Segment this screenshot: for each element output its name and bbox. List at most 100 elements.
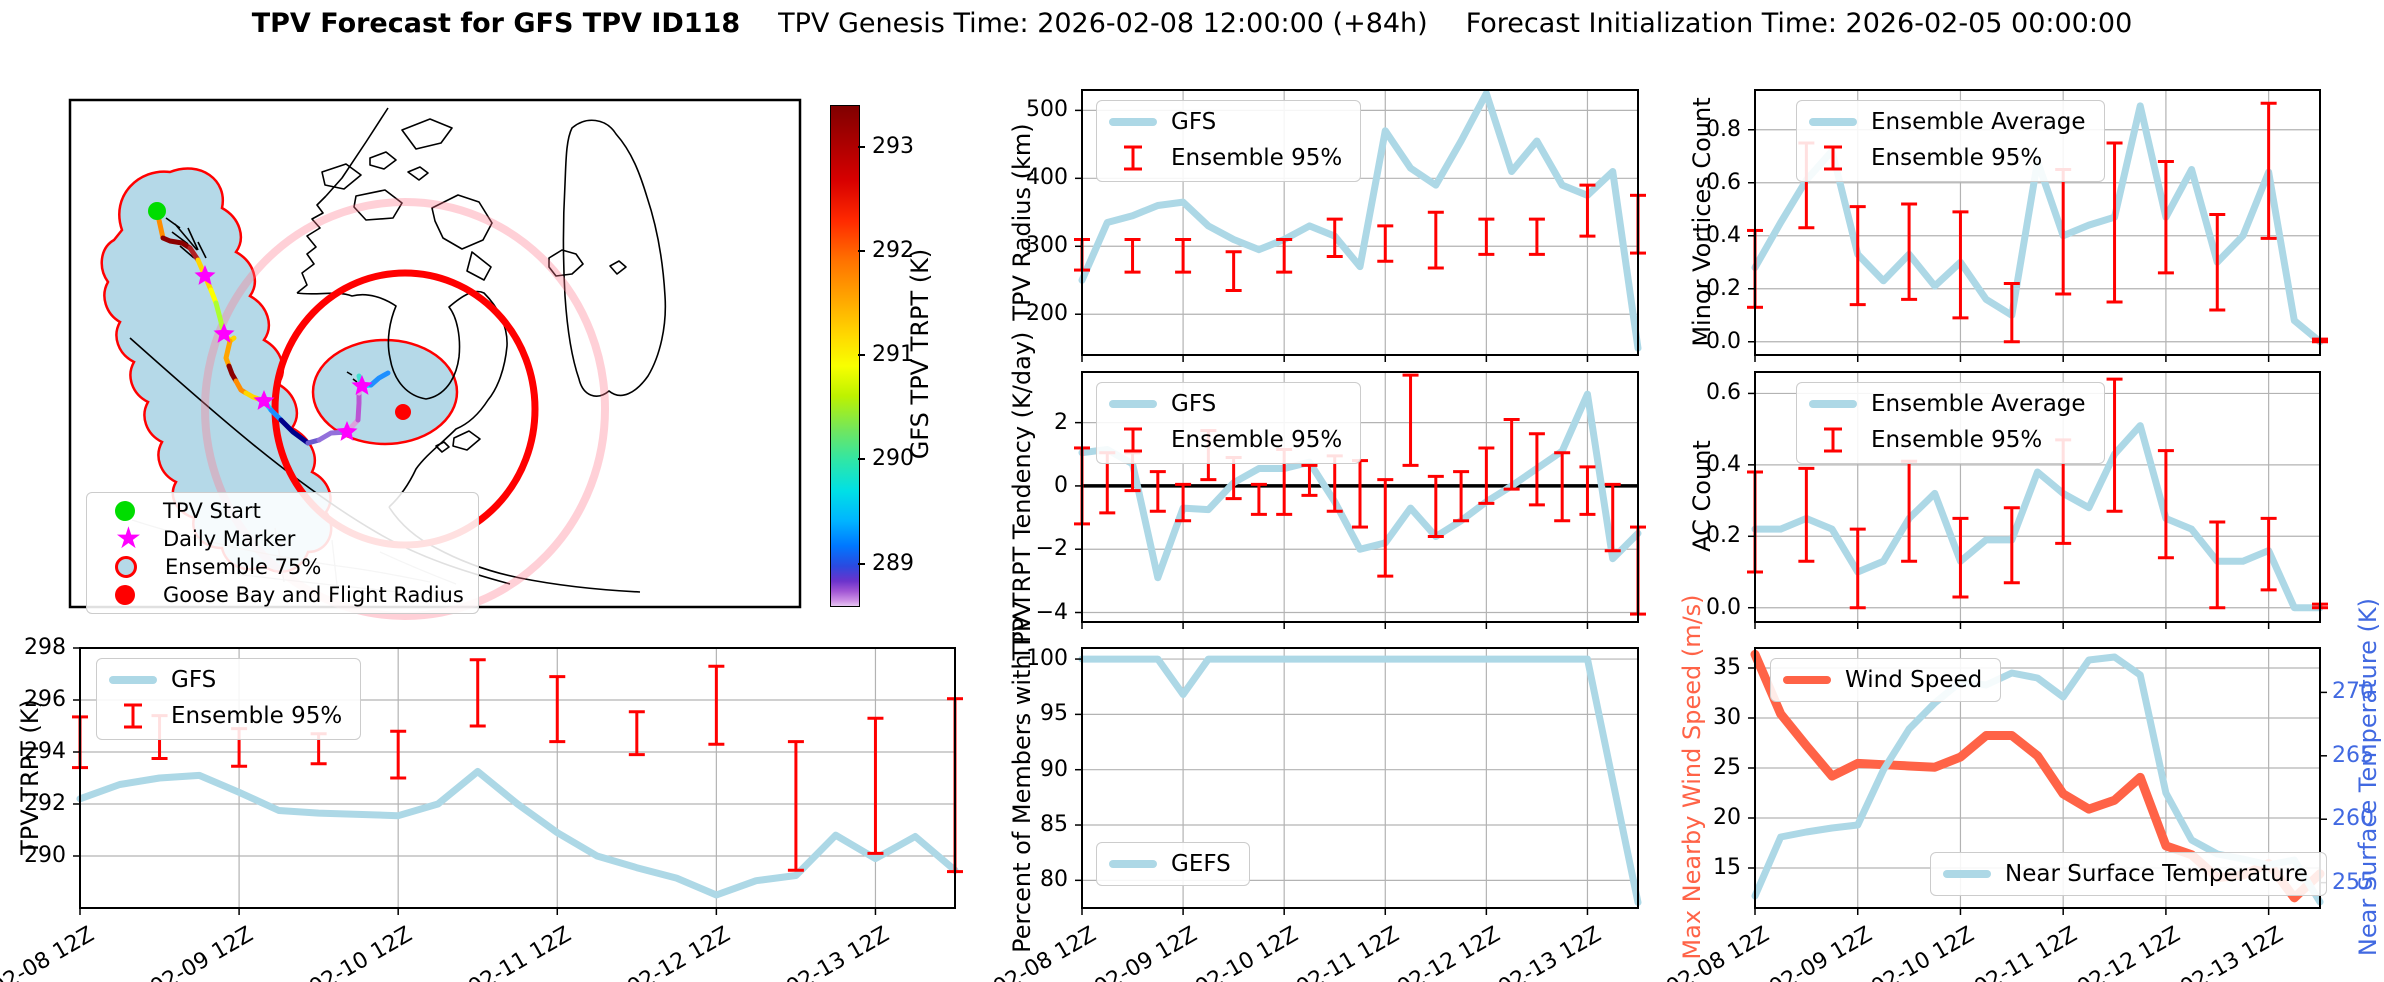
- tick-label: 400: [1026, 165, 1068, 191]
- tick-label: 20: [1713, 805, 1741, 830]
- tick-label: 0.4: [1706, 222, 1741, 248]
- tick-label: 500: [1026, 97, 1068, 123]
- tick-label: 02-09 12Z: [1090, 922, 1202, 982]
- tick-label: 290: [872, 446, 914, 471]
- ensemble-75-marker-icon: [115, 556, 137, 578]
- tick-label: 0.4: [1706, 451, 1741, 477]
- colorbar-tick-mark: [858, 250, 865, 252]
- errorbar-swatch-icon: [1824, 427, 1842, 453]
- tick-label: 294: [24, 739, 66, 764]
- tick-label: 289: [872, 550, 914, 576]
- tick-label: 02-08 12Z: [989, 922, 1101, 982]
- tick-label: 02-13 12Z: [2175, 922, 2288, 982]
- tick-label: 255: [2332, 869, 2374, 895]
- tick-label: 0: [1054, 472, 1068, 498]
- title-init-time: Forecast Initialization Time: 2026-02-05…: [1465, 8, 2133, 39]
- tick-label: 02-11 12Z: [464, 922, 576, 982]
- tick-label: 2: [1054, 409, 1068, 435]
- tick-label: 300: [1026, 233, 1068, 259]
- tick-label: 95: [1040, 701, 1068, 727]
- legend-label: GFS: [171, 667, 217, 693]
- wind-legend: Wind Speed: [1770, 658, 2002, 702]
- legend-label: GFS: [1171, 109, 1217, 135]
- tick-label: 02-13 12Z: [782, 922, 894, 982]
- tick-label: 0.6: [1706, 380, 1741, 406]
- colorbar-tick-mark: [858, 458, 865, 460]
- trpt-legend: GFS Ensemble 95%: [96, 658, 362, 740]
- tpv-radius-chart: [1074, 89, 1646, 362]
- gfs-trpt-colorbar: [830, 105, 860, 607]
- map-legend-label: Ensemble 75%: [165, 555, 322, 579]
- tick-label: 30: [1713, 705, 1741, 730]
- legend-label: GFS: [1171, 391, 1217, 417]
- goose-bay-marker-icon: [115, 585, 135, 605]
- tick-label: 260: [2332, 806, 2374, 832]
- legend-label: Ensemble 95%: [1171, 145, 1343, 171]
- gfs-line-swatch: [1109, 118, 1157, 126]
- tick-label: 35: [1713, 655, 1741, 680]
- tick-label: 85: [1040, 812, 1068, 838]
- gfs-line-swatch: [109, 676, 157, 684]
- tick-label: 100: [1026, 646, 1068, 672]
- tick-label: 02-12 12Z: [623, 922, 735, 982]
- tick-label: 0.8: [1706, 116, 1741, 142]
- tick-label: 292: [872, 238, 914, 263]
- gefs-line-swatch: [1109, 860, 1157, 868]
- tick-label: 292: [24, 791, 66, 816]
- gfs-line-swatch: [1109, 400, 1157, 408]
- tick-label: 298: [24, 635, 66, 660]
- tick-label: −4: [1035, 599, 1068, 625]
- map-legend-label: Goose Bay and Flight Radius: [163, 583, 464, 607]
- tick-label: 15: [1713, 855, 1741, 880]
- legend-label: Wind Speed: [1845, 667, 1983, 693]
- legend-label: GEFS: [1171, 851, 1231, 877]
- tick-label: 02-12 12Z: [2073, 922, 2185, 982]
- tick-label: −2: [1035, 536, 1068, 562]
- tpv-start-marker-icon: [115, 501, 135, 521]
- tick-label: 25: [1713, 755, 1741, 780]
- tick-label: 80: [1040, 867, 1068, 893]
- tick-label: 02-09 12Z: [146, 922, 258, 982]
- colorbar-tick-mark: [858, 562, 865, 565]
- legend-label: Ensemble 95%: [1871, 145, 2043, 171]
- figure-title: TPV Forecast for GFS TPV ID118 TPV Genes…: [0, 8, 2384, 39]
- ac-legend: Ensemble Average Ensemble 95%: [1796, 382, 2105, 464]
- tick-label: 291: [872, 342, 914, 367]
- tick-label: 02-12 12Z: [1393, 922, 1505, 982]
- temp-ylabel: Near Surface Temperature (K): [2354, 597, 2382, 957]
- title-main: TPV Forecast for GFS TPV ID118: [251, 8, 741, 39]
- errorbar-swatch-icon: [1124, 427, 1142, 453]
- map-legend-label: Daily Marker: [163, 527, 296, 551]
- map-legend: TPV Start ★ Daily Marker Ensemble 75% Goo…: [86, 492, 479, 614]
- tick-label: 02-08 12Z: [0, 922, 99, 982]
- tick-label: 0.2: [1706, 523, 1741, 549]
- legend-label: Ensemble Average: [1871, 109, 2086, 135]
- colorbar-tick-mark: [858, 145, 865, 148]
- tick-label: 0.6: [1706, 169, 1741, 195]
- tick-label: 0.0: [1706, 594, 1741, 620]
- tick-label: 02-09 12Z: [1764, 922, 1877, 982]
- ensemble-average-line-swatch: [1809, 400, 1857, 408]
- title-genesis-time: TPV Genesis Time: 2026-02-08 12:00:00 (+…: [778, 8, 1428, 39]
- tick-label: 02-11 12Z: [1292, 922, 1404, 982]
- tick-label: 296: [24, 687, 66, 712]
- tick-label: 02-10 12Z: [1191, 922, 1303, 982]
- tick-label: 0.0: [1706, 328, 1741, 354]
- tick-label: 02-10 12Z: [305, 922, 417, 982]
- trpt-ylabel: TPV TRPT (K): [16, 699, 44, 855]
- legend-label: Near Surface Temperature: [2005, 861, 2308, 887]
- ensemble-average-line-swatch: [1809, 118, 1857, 126]
- temp-legend: Near Surface Temperature: [1930, 852, 2327, 896]
- tick-label: 200: [1026, 301, 1068, 327]
- map-legend-label: TPV Start: [163, 499, 261, 523]
- wind-line-swatch: [1783, 676, 1831, 684]
- legend-label: Ensemble 95%: [1171, 427, 1343, 453]
- tick-label: 293: [872, 133, 914, 159]
- tick-label: 270: [2332, 679, 2374, 705]
- members-percent-chart: [1075, 647, 1642, 915]
- daily-marker-icon: ★: [115, 521, 142, 556]
- tendency-legend: GFS Ensemble 95%: [1096, 382, 1362, 464]
- radius-legend: GFS Ensemble 95%: [1096, 100, 1362, 182]
- minor-legend: Ensemble Average Ensemble 95%: [1796, 100, 2105, 182]
